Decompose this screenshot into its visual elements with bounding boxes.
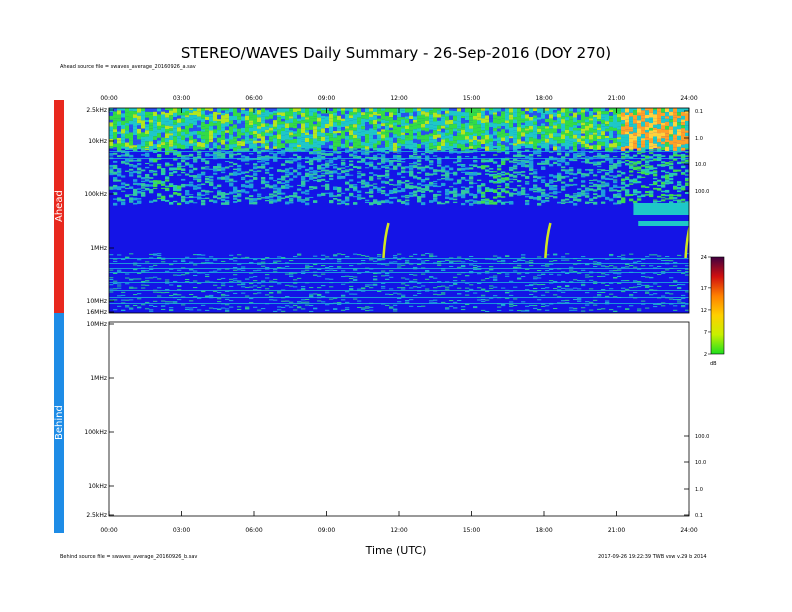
colorbar-tick-label-1: 17 <box>701 286 707 292</box>
x-axis-title: Time (UTC) <box>365 544 427 557</box>
colorbar: 24 17 12 7 2 <box>701 255 725 358</box>
ahead-y-tick-label-4: 10MHz <box>87 298 107 305</box>
behind-x-tick-label-6: 18:00 <box>535 527 552 534</box>
behind-x-tick-label-7: 21:00 <box>608 527 625 534</box>
ahead-x-tick-label-2: 06:00 <box>245 95 262 102</box>
behind-side-bar <box>54 313 64 533</box>
ahead-y-tick-label-5: 16MHz <box>87 309 107 316</box>
ahead-right-tick-label-1: 1.0 <box>695 136 703 142</box>
ahead-x-tick-label-0: 00:00 <box>100 95 117 102</box>
colorbar-gradient <box>710 256 725 355</box>
behind-side-label: Behind <box>54 405 65 441</box>
behind-right-tick-label-3: 0.1 <box>695 513 703 519</box>
version-note: 2017-09-26 19:22:39 TWB vsw v.29 b 2014 <box>598 554 707 560</box>
behind-x-tick-label-8: 24:00 <box>680 527 697 534</box>
behind-y-tick-label-2: 100kHz <box>84 429 107 436</box>
axes-layer: 00:00 03:00 06:00 09:00 12:00 15:00 18:00 21:00… <box>84 95 709 534</box>
ahead-x-tick-label-3: 09:00 <box>318 95 335 102</box>
ahead-y-tick-label-3: 1MHz <box>90 245 107 252</box>
ahead-right-tick-label-2: 10.0 <box>695 162 706 168</box>
behind-source-note: Behind source file = swaves_average_2016… <box>60 554 198 560</box>
behind-right-tick-label-1: 10.0 <box>695 460 706 466</box>
behind-x-tick-label-5: 15:00 <box>463 527 480 534</box>
ahead-y-tick-label-0: 2.5kHz <box>86 107 107 114</box>
ahead-y-tick-label-1: 10kHz <box>88 138 107 145</box>
type-iii-burst-3 <box>684 224 689 259</box>
type-iii-burst-1 <box>382 222 390 259</box>
behind-x-tick-label-4: 12:00 <box>390 527 407 534</box>
ahead-x-tick-label-6: 18:00 <box>535 95 552 102</box>
ahead-y-tick-label-2: 100kHz <box>84 191 107 198</box>
behind-y-tick-label-1: 1MHz <box>90 375 107 382</box>
colorbar-tick-label-0: 24 <box>701 255 707 261</box>
ahead-source-note: Ahead source file = swaves_average_20160… <box>60 64 196 70</box>
colorbar-tick-label-3: 7 <box>704 330 707 336</box>
behind-y-tick-label-4: 2.5kHz <box>86 512 107 519</box>
behind-y-tick-label-3: 10kHz <box>88 483 107 490</box>
colorbar-tick-label-2: 12 <box>701 308 707 314</box>
ahead-x-tick-label-1: 03:00 <box>173 95 190 102</box>
ahead-heatmap <box>109 108 689 313</box>
behind-background <box>109 322 689 516</box>
ahead-x-tick-label-4: 12:00 <box>390 95 407 102</box>
ahead-x-tick-label-5: 15:00 <box>463 95 480 102</box>
behind-x-tick-label-0: 00:00 <box>100 527 117 534</box>
ahead-x-tick-label-8: 24:00 <box>680 95 697 102</box>
ahead-x-tick-label-7: 21:00 <box>608 95 625 102</box>
ahead-right-tick-label-0: 0.1 <box>695 109 703 115</box>
behind-right-tick-label-0: 100.0 <box>695 434 709 440</box>
ahead-right-tick-label-3: 100.0 <box>695 189 709 195</box>
behind-x-tick-label-1: 03:00 <box>173 527 190 534</box>
ahead-side-bar <box>54 100 64 313</box>
behind-y-tick-label-0: 10MHz <box>87 321 107 328</box>
colorbar-tick-label-4: 2 <box>704 352 707 358</box>
ahead-side-label: Ahead <box>54 190 65 223</box>
chart-title: STEREO/WAVES Daily Summary - 26-Sep-2016… <box>180 44 612 62</box>
behind-right-tick-label-2: 1.0 <box>695 487 703 493</box>
type-iii-burst-2 <box>544 222 552 259</box>
colorbar-unit: dB <box>710 361 717 367</box>
behind-x-tick-label-2: 06:00 <box>245 527 262 534</box>
behind-x-tick-label-3: 09:00 <box>318 527 335 534</box>
ahead-spectrogram-panel <box>109 108 689 313</box>
behind-panel <box>109 322 689 516</box>
